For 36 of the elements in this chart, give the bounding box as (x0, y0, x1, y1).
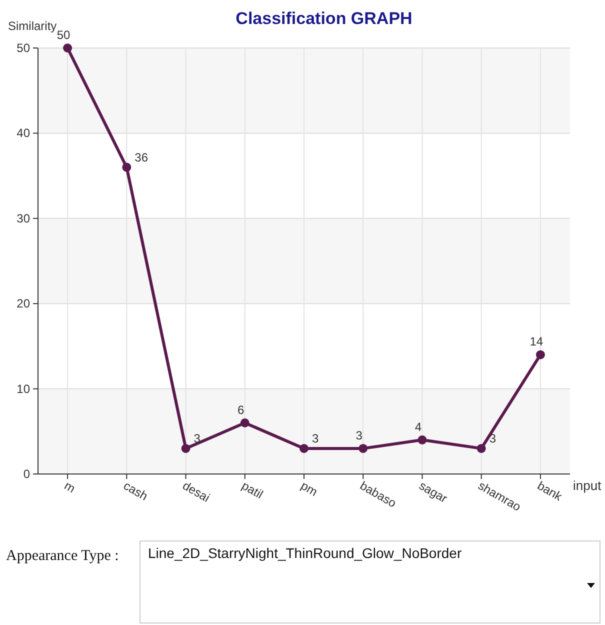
text: Line_2D_StarryNight_ThinRound_Glow_NoBorder (148, 545, 462, 561)
data-label: 3 (194, 431, 201, 446)
y-tick-label: 20 (16, 296, 30, 311)
point (63, 44, 72, 52)
y-tick-label: 40 (16, 126, 30, 140)
x-tick-label: pm (298, 478, 320, 499)
data-label: 6 (238, 402, 245, 417)
x-tick-label: sagar (416, 478, 450, 506)
y-tick-label: 10 (16, 382, 30, 396)
x-tick-label: m (62, 478, 78, 496)
data-label: 3 (489, 431, 496, 446)
chart-title: Classification GRAPH (236, 9, 412, 28)
x-axis-title: input (573, 478, 602, 493)
y-tick-label: 50 (16, 41, 30, 55)
point (536, 350, 545, 360)
point (300, 444, 308, 453)
point (358, 444, 368, 453)
x-tick-label: bank (534, 478, 566, 504)
x-tick-label: cash (121, 478, 150, 504)
data-label: 36 (134, 150, 148, 164)
point (240, 418, 250, 428)
y-axis-title: Similarity (8, 19, 57, 33)
point (181, 444, 190, 453)
x-tick-label: desai (180, 478, 212, 505)
x-tick-label: patil (239, 478, 266, 502)
point (418, 435, 427, 444)
data-label: 3 (356, 428, 363, 442)
point (122, 162, 132, 172)
data-label: 3 (312, 431, 319, 446)
data-label: 4 (414, 420, 422, 434)
text: Appearance Type : (6, 548, 119, 564)
y-tick-label: 0 (23, 467, 30, 481)
data-label: 50 (56, 28, 71, 42)
point (476, 444, 486, 453)
y-tick-label: 30 (16, 211, 30, 226)
data-label: 14 (530, 334, 544, 349)
